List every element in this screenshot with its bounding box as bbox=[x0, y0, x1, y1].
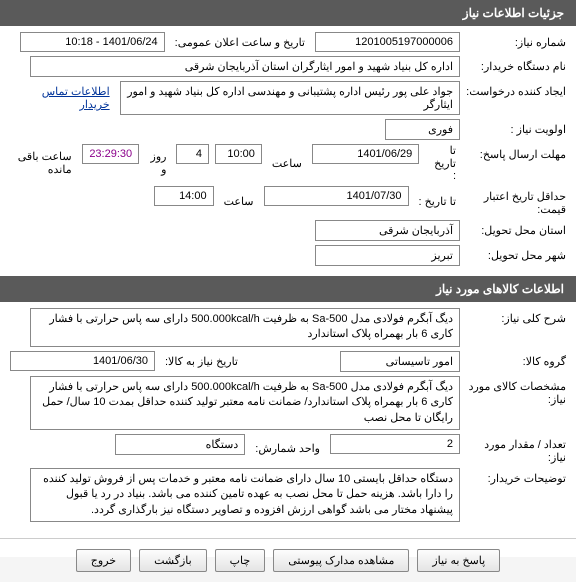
section2-body: شرح کلی نیاز: دیگ آبگرم فولادی مدل Sa-50… bbox=[0, 302, 576, 532]
buyer-label: نام دستگاه خریدار: bbox=[466, 56, 566, 73]
section1-header: جزئیات اطلاعات نیاز bbox=[0, 0, 576, 26]
need-no-label: شماره نیاز: bbox=[466, 32, 566, 49]
exit-button[interactable]: خروج bbox=[76, 549, 131, 572]
dl-ans-day-lbl: روز و bbox=[145, 150, 170, 176]
dl-ans-label: مهلت ارسال پاسخ: bbox=[466, 144, 566, 161]
city-field[interactable]: تبریز bbox=[315, 245, 460, 266]
dl-val-time[interactable]: 14:00 bbox=[154, 186, 214, 206]
contact-link[interactable]: اطلاعات تماس خریدار bbox=[10, 85, 114, 111]
row-buyer-note: توضیحات خریدار: دستگاه حداقل بایستی 10 س… bbox=[10, 468, 566, 522]
back-button[interactable]: بازگشت bbox=[139, 549, 207, 572]
priority-label: اولویت نیاز : bbox=[466, 119, 566, 136]
announce-field[interactable]: 1401/06/24 - 10:18 bbox=[20, 32, 165, 52]
priority-field[interactable]: فوری bbox=[385, 119, 460, 140]
row-buyer: نام دستگاه خریدار: اداره کل بنیاد شهید و… bbox=[10, 56, 566, 77]
section1-body: شماره نیاز: 1201005197000006 تاریخ و ساع… bbox=[0, 26, 576, 276]
buyer-field[interactable]: اداره کل بنیاد شهید و امور ایثارگران است… bbox=[30, 56, 460, 77]
creator-field[interactable]: جواد علی پور رئیس اداره پشتیبانی و مهندس… bbox=[120, 81, 460, 115]
goods-field[interactable]: امور تاسیساتی bbox=[340, 351, 460, 372]
footer-bar: پاسخ به نیاز مشاهده مدارک پیوستی چاپ باز… bbox=[0, 538, 576, 582]
buyer-note-field[interactable]: دستگاه حداقل بایستی 10 سال دارای ضمانت ن… bbox=[30, 468, 460, 522]
qty-label: تعداد / مقدار مورد نیاز: bbox=[466, 434, 566, 464]
dl-val-to: تا تاریخ : bbox=[415, 195, 460, 208]
dl-ans-days[interactable]: 4 bbox=[176, 144, 209, 164]
dl-val-date[interactable]: 1401/07/30 bbox=[264, 186, 409, 206]
dl-ans-remain-lbl: ساعت باقی مانده bbox=[10, 150, 76, 176]
qty-field[interactable]: 2 bbox=[330, 434, 460, 454]
attach-button[interactable]: مشاهده مدارک پیوستی bbox=[273, 549, 409, 572]
province-field[interactable]: آذربایجان شرقی bbox=[315, 220, 460, 241]
dl-ans-time[interactable]: 10:00 bbox=[215, 144, 262, 164]
row-goods: گروه کالا: امور تاسیساتی تاریخ نیاز به ک… bbox=[10, 351, 566, 372]
dl-ans-to: تا تاریخ : bbox=[425, 144, 460, 182]
dl-ans-date[interactable]: 1401/06/29 bbox=[312, 144, 419, 164]
row-priority: اولویت نیاز : فوری bbox=[10, 119, 566, 140]
dl-val-label: حداقل تاریخ اعتبار قیمت: bbox=[466, 186, 566, 216]
row-spec: مشخصات کالای مورد نیاز: دیگ آبگرم فولادی… bbox=[10, 376, 566, 430]
row-qty: تعداد / مقدار مورد نیاز: 2 واحد شمارش: د… bbox=[10, 434, 566, 464]
need-no-field[interactable]: 1201005197000006 bbox=[315, 32, 460, 52]
spec-field[interactable]: دیگ آبگرم فولادی مدل Sa-500 به ظرفیت 500… bbox=[30, 376, 460, 430]
row-province: استان محل تحویل: آذربایجان شرقی bbox=[10, 220, 566, 241]
section1-title: جزئیات اطلاعات نیاز bbox=[463, 6, 564, 20]
print-button[interactable]: چاپ bbox=[215, 549, 266, 572]
goods-label: گروه کالا: bbox=[466, 351, 566, 368]
spec-label: مشخصات کالای مورد نیاز: bbox=[466, 376, 566, 406]
province-label: استان محل تحویل: bbox=[466, 220, 566, 237]
creator-label: ایجاد کننده درخواست: bbox=[466, 81, 566, 98]
row-city: شهر محل تحویل: تبریز bbox=[10, 245, 566, 266]
desc-label: شرح کلی نیاز: bbox=[466, 308, 566, 325]
page-root: جزئیات اطلاعات نیاز شماره نیاز: 12010051… bbox=[0, 0, 576, 557]
city-label: شهر محل تحویل: bbox=[466, 245, 566, 262]
section2-header: اطلاعات کالاهای مورد نیاز bbox=[0, 276, 576, 302]
row-deadline-valid: حداقل تاریخ اعتبار قیمت: تا تاریخ : 1401… bbox=[10, 186, 566, 216]
unit-field[interactable]: دستگاه bbox=[115, 434, 245, 455]
dl-ans-remain: 23:29:30 bbox=[82, 144, 140, 164]
buyer-note-label: توضیحات خریدار: bbox=[466, 468, 566, 485]
unit-label: واحد شمارش: bbox=[251, 442, 324, 455]
dl-ans-time-lbl: ساعت bbox=[268, 157, 306, 170]
desc-field[interactable]: دیگ آبگرم فولادی مدل Sa-500 به ظرفیت 500… bbox=[30, 308, 460, 347]
dl-val-time-lbl: ساعت bbox=[220, 195, 258, 208]
row-deadline-answer: مهلت ارسال پاسخ: تا تاریخ : 1401/06/29 س… bbox=[10, 144, 566, 182]
reply-button[interactable]: پاسخ به نیاز bbox=[417, 549, 500, 572]
goods-date-field[interactable]: 1401/06/30 bbox=[10, 351, 155, 371]
row-creator: ایجاد کننده درخواست: جواد علی پور رئیس ا… bbox=[10, 81, 566, 115]
row-desc: شرح کلی نیاز: دیگ آبگرم فولادی مدل Sa-50… bbox=[10, 308, 566, 347]
row-need-no: شماره نیاز: 1201005197000006 تاریخ و ساع… bbox=[10, 32, 566, 52]
announce-label: تاریخ و ساعت اعلان عمومی: bbox=[171, 36, 309, 49]
section2-title: اطلاعات کالاهای مورد نیاز bbox=[436, 282, 564, 296]
goods-date-lbl: تاریخ نیاز به کالا: bbox=[161, 355, 242, 368]
